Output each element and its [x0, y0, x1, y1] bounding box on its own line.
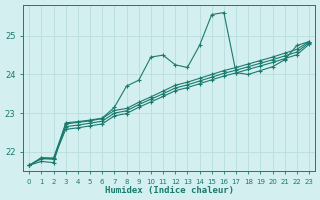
- X-axis label: Humidex (Indice chaleur): Humidex (Indice chaleur): [105, 186, 234, 195]
